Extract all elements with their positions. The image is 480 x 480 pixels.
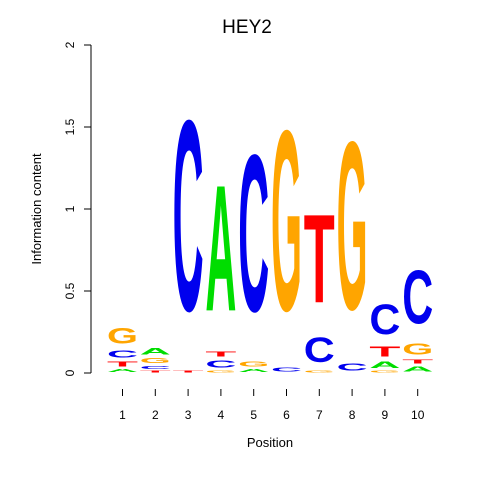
logo-letter-t: T bbox=[304, 190, 335, 330]
logo-letter-c: C bbox=[238, 109, 269, 359]
logo-letter-c: C bbox=[369, 296, 400, 344]
x-tick-label: 2 bbox=[152, 408, 159, 422]
logo-letter-g: G bbox=[140, 357, 171, 365]
logo-letter-a: A bbox=[369, 360, 400, 370]
y-tick-label: 1.5 bbox=[63, 118, 77, 135]
logo-letter-g: G bbox=[238, 360, 269, 368]
y-axis: 0 0.5 1 1.5 2 bbox=[63, 41, 92, 376]
x-tick-label: 3 bbox=[185, 408, 192, 422]
x-axis: 1 2 3 4 5 6 7 8 9 10 bbox=[119, 389, 425, 422]
x-tick-label: 6 bbox=[283, 408, 290, 422]
logo-letter-c: C bbox=[337, 362, 368, 373]
x-tick-label: 4 bbox=[218, 408, 225, 422]
logo-letter-c: C bbox=[107, 348, 138, 359]
logo-letter-t: T bbox=[402, 358, 433, 365]
logo-letter-c: C bbox=[173, 65, 204, 368]
logo-letter-a: A bbox=[238, 368, 269, 373]
logo-letter-c: C bbox=[140, 365, 171, 370]
logo-letter-t: T bbox=[173, 370, 204, 373]
x-tick-label: 5 bbox=[250, 408, 257, 422]
logo-letter-a: A bbox=[107, 368, 138, 373]
logo-letter-c: C bbox=[304, 331, 335, 370]
logo-letter-a: A bbox=[140, 347, 171, 357]
logo-letter-t: T bbox=[140, 370, 171, 373]
logo-letter-g: G bbox=[107, 324, 138, 349]
logo-letter-t: T bbox=[205, 350, 236, 358]
logo-letter-g: G bbox=[337, 92, 368, 360]
x-tick-label: 8 bbox=[349, 408, 356, 422]
logo-letter-t: T bbox=[369, 343, 400, 359]
logo-letter-g: G bbox=[205, 370, 236, 373]
logo-letter-g: G bbox=[369, 370, 400, 373]
x-tick-label: 10 bbox=[411, 408, 425, 422]
y-tick-label: 1 bbox=[63, 205, 77, 212]
logo-letter-t: T bbox=[107, 360, 138, 368]
logo-letter-c: C bbox=[205, 358, 236, 369]
logo-letter-a: A bbox=[402, 365, 433, 373]
y-axis-label: Information content bbox=[29, 153, 44, 265]
x-tick-label: 1 bbox=[119, 408, 126, 422]
logo-letter-a: A bbox=[205, 147, 236, 349]
logo-letter-c: C bbox=[402, 256, 433, 341]
logo-letter-g: G bbox=[304, 370, 335, 373]
logo-letter-g: G bbox=[402, 340, 433, 358]
x-axis-label: Position bbox=[247, 435, 293, 450]
y-tick-label: 0 bbox=[63, 369, 77, 376]
x-tick-label: 9 bbox=[382, 408, 389, 422]
x-tick-label: 7 bbox=[316, 408, 323, 422]
chart-title: HEY2 bbox=[222, 17, 272, 38]
logo-letter-g: G bbox=[271, 78, 302, 366]
y-tick-label: 0.5 bbox=[63, 282, 77, 299]
y-tick-label: 2 bbox=[63, 41, 77, 48]
logo-letter-c: C bbox=[271, 367, 302, 374]
